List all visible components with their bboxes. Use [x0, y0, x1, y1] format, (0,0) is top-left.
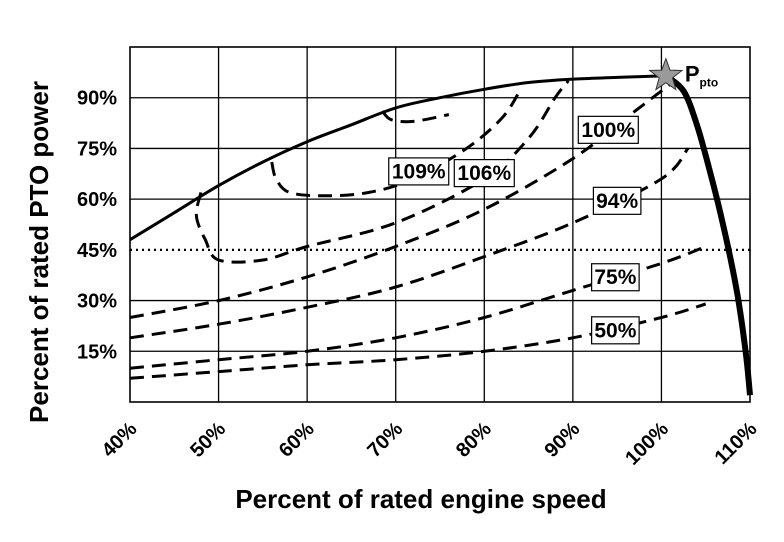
contour-label: 94%	[592, 186, 642, 215]
y-tick-label: 90%	[77, 88, 117, 110]
contour-label: 106%	[453, 159, 515, 188]
contour-label-box	[592, 186, 642, 215]
contour-label-box	[591, 263, 640, 292]
y-tick-label: 45%	[77, 240, 117, 262]
x-tick-label: 110%	[711, 418, 762, 469]
x-tick-label: 50%	[186, 418, 230, 462]
y-tick-label: 60%	[77, 189, 117, 211]
dashed-contour-line	[381, 110, 450, 124]
contour-label: 100%	[577, 115, 639, 144]
contour-label: 109%	[388, 157, 450, 186]
ppto-marker: Ppto	[648, 57, 718, 91]
series-group	[129, 73, 753, 396]
contour-labels: 109% 106% 100% 94% 75% 50%	[388, 115, 642, 345]
x-axis-title: Percent of rated engine speed	[235, 484, 606, 514]
ppto-label: Ppto	[685, 62, 718, 90]
contour-label-box	[591, 316, 640, 345]
y-axis-title: Percent of rated PTO power	[24, 81, 54, 423]
x-tick-label: 60%	[275, 418, 319, 462]
plot-border	[129, 46, 751, 403]
x-tick-label: 70%	[363, 418, 407, 462]
x-tick-label: 40%	[98, 418, 142, 462]
max-power-boundary-line	[663, 73, 753, 396]
contour-label-text: 100%	[581, 119, 635, 142]
contour-label-box	[453, 159, 515, 188]
x-tick-label: 100%	[621, 418, 673, 470]
grid	[129, 46, 751, 403]
contour-label-text: 94%	[596, 190, 638, 213]
contour-label: 50%	[591, 316, 640, 345]
dashed-contour-line	[194, 79, 570, 264]
ppto-star-marker	[648, 57, 684, 91]
contour-label-text: 106%	[457, 162, 511, 185]
contour-label-box	[388, 157, 450, 186]
y-tick-label: 15%	[77, 341, 117, 363]
y-tick-label: 30%	[77, 291, 117, 313]
y-tick-label: 75%	[77, 138, 117, 160]
max-torque-envelope-line	[129, 74, 666, 241]
contour-label: 75%	[591, 263, 640, 292]
x-tick-label: 90%	[541, 418, 585, 462]
dashed-contour-line	[270, 90, 521, 198]
contour-label-text: 50%	[594, 319, 636, 342]
dashed-contour-line	[129, 245, 707, 370]
contour-label-text: 75%	[594, 266, 636, 289]
x-tick-label: 80%	[452, 418, 496, 462]
contour-label-text: 109%	[392, 160, 446, 183]
dashed-contour-line	[129, 147, 690, 340]
contour-label-box	[577, 115, 639, 144]
dashed-contour-line	[129, 302, 707, 380]
